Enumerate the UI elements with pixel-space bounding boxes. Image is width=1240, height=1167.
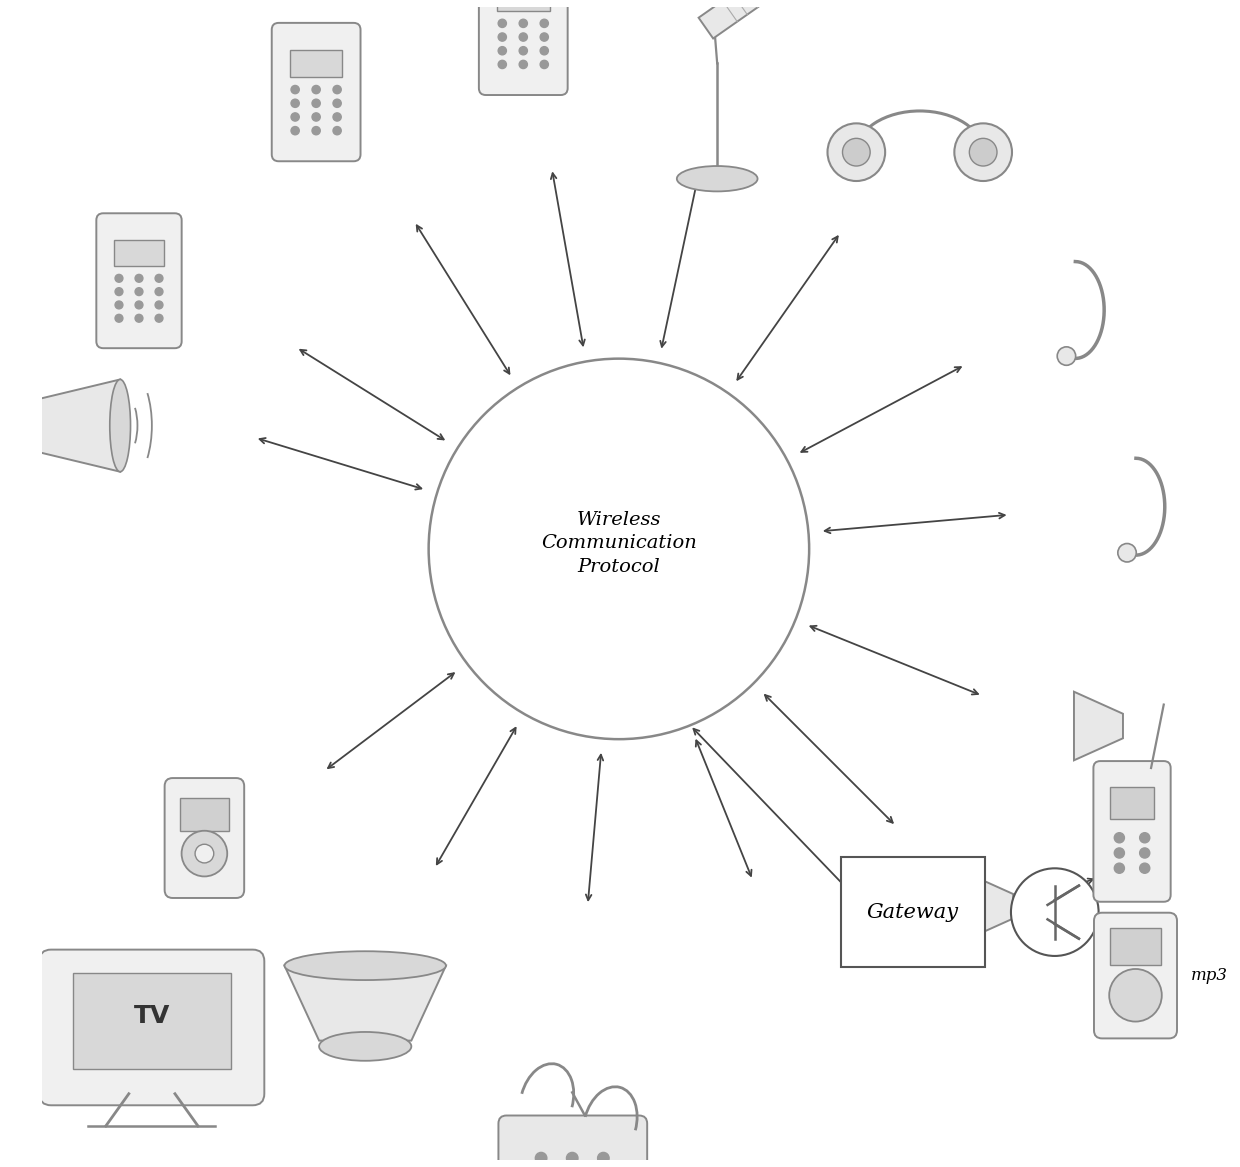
- FancyBboxPatch shape: [180, 797, 228, 831]
- Polygon shape: [33, 379, 120, 471]
- FancyBboxPatch shape: [841, 858, 985, 967]
- FancyBboxPatch shape: [290, 50, 342, 77]
- Circle shape: [334, 126, 341, 135]
- Circle shape: [115, 288, 123, 295]
- Circle shape: [520, 47, 527, 55]
- FancyBboxPatch shape: [40, 950, 264, 1105]
- FancyBboxPatch shape: [272, 23, 361, 161]
- Circle shape: [955, 124, 1012, 181]
- Polygon shape: [1074, 692, 1123, 761]
- FancyBboxPatch shape: [1110, 929, 1161, 965]
- Circle shape: [1117, 544, 1136, 562]
- Circle shape: [842, 139, 870, 166]
- Circle shape: [541, 61, 548, 69]
- Circle shape: [334, 113, 341, 121]
- Circle shape: [827, 124, 885, 181]
- Polygon shape: [284, 965, 446, 1041]
- Circle shape: [312, 126, 320, 135]
- Circle shape: [536, 1152, 547, 1163]
- Text: Wireless
Communication
Protocol: Wireless Communication Protocol: [541, 510, 697, 575]
- Circle shape: [155, 301, 162, 309]
- FancyBboxPatch shape: [114, 239, 164, 266]
- Circle shape: [135, 301, 143, 309]
- FancyBboxPatch shape: [1094, 913, 1177, 1039]
- Circle shape: [181, 831, 227, 876]
- Circle shape: [541, 19, 548, 28]
- FancyBboxPatch shape: [1094, 761, 1171, 902]
- Circle shape: [498, 47, 506, 55]
- Circle shape: [498, 19, 506, 28]
- FancyBboxPatch shape: [1110, 787, 1154, 819]
- FancyBboxPatch shape: [479, 0, 568, 95]
- Circle shape: [1058, 347, 1075, 365]
- Circle shape: [1115, 848, 1125, 858]
- Circle shape: [135, 274, 143, 282]
- Ellipse shape: [110, 379, 130, 471]
- Circle shape: [498, 33, 506, 41]
- Circle shape: [291, 126, 299, 135]
- Circle shape: [520, 61, 527, 69]
- Circle shape: [567, 1152, 578, 1163]
- FancyBboxPatch shape: [497, 0, 549, 11]
- Circle shape: [135, 314, 143, 322]
- Text: Gateway: Gateway: [867, 902, 959, 922]
- Circle shape: [312, 113, 320, 121]
- Circle shape: [429, 358, 810, 739]
- Circle shape: [598, 1152, 609, 1163]
- Circle shape: [1011, 868, 1099, 956]
- Circle shape: [155, 288, 162, 295]
- Circle shape: [498, 61, 506, 69]
- Circle shape: [291, 85, 299, 93]
- Circle shape: [135, 288, 143, 295]
- Circle shape: [155, 314, 162, 322]
- Circle shape: [1140, 848, 1149, 858]
- Circle shape: [1140, 833, 1149, 843]
- Circle shape: [334, 99, 341, 107]
- Circle shape: [115, 314, 123, 322]
- Polygon shape: [965, 872, 1013, 941]
- Text: mp3: mp3: [1190, 967, 1228, 984]
- FancyBboxPatch shape: [73, 973, 231, 1069]
- FancyBboxPatch shape: [498, 1116, 647, 1167]
- Circle shape: [1110, 969, 1162, 1021]
- Circle shape: [312, 85, 320, 93]
- Circle shape: [115, 301, 123, 309]
- Circle shape: [541, 33, 548, 41]
- Ellipse shape: [677, 166, 758, 191]
- Circle shape: [115, 274, 123, 282]
- Circle shape: [334, 85, 341, 93]
- Ellipse shape: [319, 1032, 412, 1061]
- FancyBboxPatch shape: [165, 778, 244, 897]
- Circle shape: [520, 19, 527, 28]
- Circle shape: [291, 99, 299, 107]
- Circle shape: [541, 47, 548, 55]
- Ellipse shape: [284, 951, 446, 980]
- Circle shape: [520, 33, 527, 41]
- Circle shape: [970, 139, 997, 166]
- Polygon shape: [698, 0, 794, 39]
- FancyBboxPatch shape: [97, 214, 182, 348]
- Text: TV: TV: [134, 1004, 170, 1028]
- Circle shape: [291, 113, 299, 121]
- Circle shape: [1115, 864, 1125, 873]
- Circle shape: [1140, 864, 1149, 873]
- Circle shape: [195, 844, 213, 862]
- Circle shape: [1115, 833, 1125, 843]
- Circle shape: [155, 274, 162, 282]
- Circle shape: [312, 99, 320, 107]
